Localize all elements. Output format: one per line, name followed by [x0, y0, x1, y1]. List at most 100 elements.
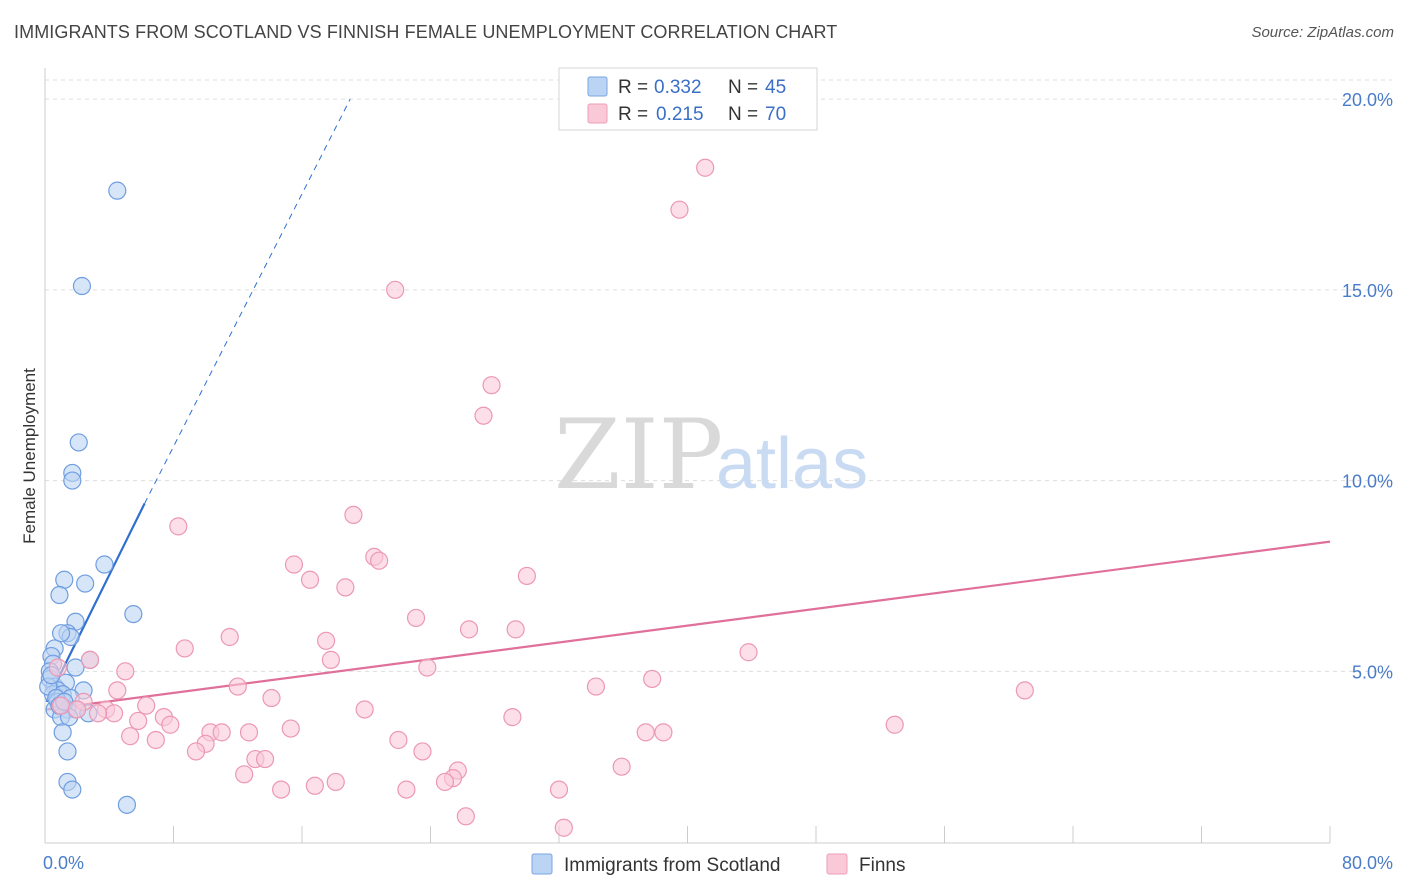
finns-point — [175, 639, 194, 658]
finns-point — [397, 780, 416, 799]
legend-n-label-2: N = — [728, 104, 758, 125]
finns-point — [696, 158, 715, 177]
finns-point — [116, 662, 135, 681]
finns-point — [1015, 681, 1034, 700]
finns-point — [108, 681, 127, 700]
axes-layer: 5.0% 10.0% 15.0% 20.0% 0.0% 80.0% — [43, 68, 1393, 873]
finns-point — [344, 505, 363, 525]
finns-point — [300, 570, 320, 589]
y-tick-label: 15.0% — [1342, 281, 1393, 301]
legend-r-value-2: 0.215 — [656, 104, 704, 125]
y-axis-label: Female Unemployment — [20, 368, 39, 544]
legend-n-value-2: 70 — [765, 104, 786, 125]
scotland-point — [69, 433, 88, 452]
finns-point — [549, 780, 569, 799]
finns-point — [305, 776, 324, 795]
scotland-point — [66, 658, 85, 677]
y-tick-label: 10.0% — [1342, 472, 1393, 492]
finns-point — [321, 650, 341, 669]
finns-point — [739, 643, 758, 662]
finns-point — [104, 704, 124, 723]
finns-point — [146, 730, 165, 750]
points-layer — [39, 158, 1034, 837]
legend-swatch-blue — [587, 76, 608, 97]
finns-point — [370, 551, 389, 570]
finns-point — [262, 688, 281, 708]
y-tick-label: 5.0% — [1352, 662, 1393, 682]
finns-point — [435, 772, 455, 792]
finns-point — [88, 704, 108, 723]
finns-point — [389, 730, 408, 750]
legend-n-label-1: N = — [728, 77, 758, 98]
finns-point — [281, 719, 300, 738]
scotland-point — [63, 471, 82, 490]
finns-point — [636, 723, 655, 742]
finns-point — [503, 708, 522, 727]
watermark-zip: ZIP — [554, 399, 723, 511]
finns-point — [48, 658, 67, 677]
finns-point — [554, 818, 573, 837]
series-legend: Immigrants from Scotland Finns — [531, 853, 905, 876]
finns-point — [255, 749, 275, 769]
chart-title: IMMIGRANTS FROM SCOTLAND VS FINNISH FEMA… — [14, 22, 838, 42]
x-tick-label: 0.0% — [43, 853, 84, 873]
scotland-point — [50, 585, 69, 605]
finns-point — [355, 700, 374, 719]
finns-point — [51, 696, 71, 715]
finns-point — [670, 200, 689, 219]
finns-point — [228, 677, 247, 696]
finns-point — [284, 555, 304, 574]
y-tick-label: 20.0% — [1342, 90, 1393, 110]
finns-point — [336, 578, 355, 597]
finns-point — [654, 723, 673, 742]
legend-swatch-pink — [587, 103, 608, 124]
series-swatch-scotland — [531, 853, 553, 875]
series-label-finns: Finns — [859, 855, 905, 876]
correlation-legend: R = 0.332 N = 45 R = 0.215 N = 70 — [558, 67, 818, 131]
watermark: ZIP atlas — [554, 399, 868, 511]
series-swatch-finns — [826, 853, 848, 875]
scotland-point — [76, 574, 95, 593]
watermark-atlas: atlas — [716, 424, 868, 504]
finns-point — [418, 658, 437, 677]
finns-point — [137, 696, 156, 715]
finns-point — [220, 627, 239, 647]
finns-point — [459, 620, 479, 639]
grid-layer — [45, 79, 1392, 672]
scotland-point — [51, 624, 71, 643]
finns-point — [482, 376, 501, 395]
scotland-point — [58, 742, 77, 761]
finns-point — [121, 727, 140, 746]
finns-point — [80, 650, 100, 669]
finns-trendline — [46, 540, 1331, 711]
scotland-point — [124, 604, 143, 624]
finns-point — [161, 715, 180, 734]
finns-point — [474, 406, 493, 425]
finns-point — [186, 742, 206, 761]
finns-point — [885, 715, 904, 734]
finns-point — [386, 280, 405, 299]
legend-n-value-1: 45 — [765, 77, 786, 98]
scotland-point — [53, 723, 72, 742]
finns-point — [68, 700, 87, 719]
finns-point — [517, 566, 536, 586]
finns-point — [235, 765, 254, 784]
scotland-point — [95, 555, 114, 574]
scotland-point — [108, 181, 127, 200]
legend-r-value-1: 0.332 — [654, 77, 702, 98]
scotland-trendline-extension — [144, 98, 351, 504]
finns-point — [612, 757, 631, 776]
finns-point — [506, 620, 525, 639]
finns-point — [406, 608, 426, 628]
chart-source: Source: ZipAtlas.com — [1251, 24, 1394, 41]
scotland-point — [63, 780, 82, 799]
finns-point — [586, 677, 606, 696]
legend-r-label-1: R = — [618, 77, 648, 98]
finns-point — [316, 631, 336, 650]
scotland-point — [55, 570, 74, 589]
finns-point — [272, 780, 291, 799]
finns-point — [239, 723, 259, 742]
finns-point — [456, 807, 475, 826]
x-tick-label: 80.0% — [1342, 853, 1393, 873]
